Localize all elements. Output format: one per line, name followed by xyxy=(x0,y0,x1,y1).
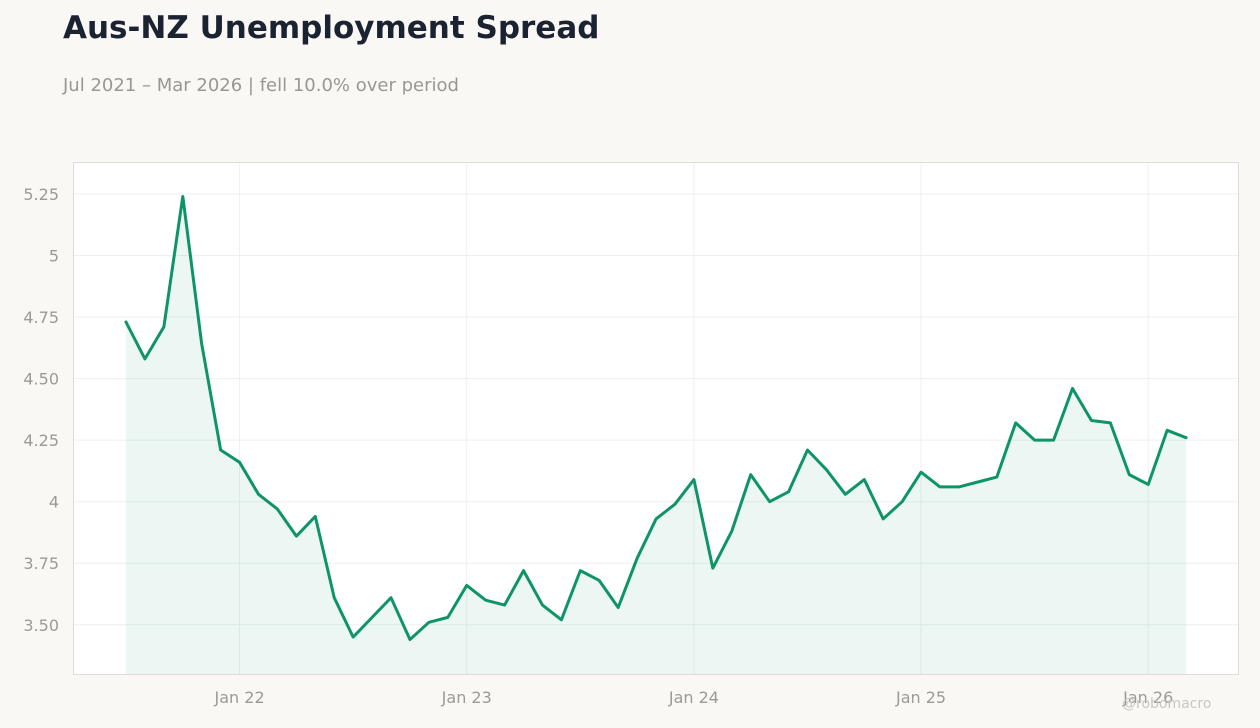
data-point xyxy=(825,468,828,471)
data-point xyxy=(882,517,885,520)
y-tick-label: 4.75 xyxy=(23,308,59,327)
data-point xyxy=(1014,421,1017,424)
data-point xyxy=(711,567,714,570)
data-point xyxy=(1090,419,1093,422)
data-point xyxy=(995,476,998,479)
data-point xyxy=(1147,483,1150,486)
data-point xyxy=(1033,439,1036,442)
data-point xyxy=(957,485,960,488)
data-point xyxy=(863,478,866,481)
data-point xyxy=(901,500,904,503)
data-point xyxy=(257,493,260,496)
plot-frame xyxy=(73,162,1239,675)
data-point xyxy=(560,618,563,621)
data-point xyxy=(749,473,752,476)
data-point xyxy=(371,616,374,619)
data-point xyxy=(938,485,941,488)
chart-subtitle: Jul 2021 – Mar 2026 | fell 10.0% over pe… xyxy=(63,75,459,96)
data-point xyxy=(295,535,298,538)
x-tick-label: Jan 25 xyxy=(895,688,946,707)
data-point xyxy=(920,471,923,474)
data-point xyxy=(1109,421,1112,424)
data-point xyxy=(446,616,449,619)
data-point xyxy=(1128,473,1131,476)
data-point xyxy=(314,515,317,518)
y-tick-label: 4.25 xyxy=(23,431,59,450)
data-point xyxy=(1185,436,1188,439)
data-point xyxy=(541,604,544,607)
data-point xyxy=(655,517,658,520)
data-point xyxy=(427,621,430,624)
data-point xyxy=(484,599,487,602)
data-point xyxy=(219,449,222,452)
data-point xyxy=(503,604,506,607)
watermark: @robomacro xyxy=(1122,696,1212,712)
series-line xyxy=(124,194,1188,642)
y-axis: 3.50 3.75 4 4.25 4.50 4.75 5 5.25 xyxy=(23,185,59,635)
data-point xyxy=(844,493,847,496)
data-point xyxy=(692,478,695,481)
data-point xyxy=(181,195,184,198)
data-point xyxy=(673,503,676,506)
data-point xyxy=(390,596,393,599)
x-tick-label: Jan 26 xyxy=(1122,688,1173,707)
grid-vertical xyxy=(239,163,1149,674)
data-point xyxy=(730,530,733,533)
y-tick-label: 3.75 xyxy=(23,554,59,573)
data-point xyxy=(125,321,128,324)
data-point xyxy=(976,481,979,484)
data-point xyxy=(768,500,771,503)
data-point xyxy=(522,569,525,572)
chart-title: Aus-NZ Unemployment Spread xyxy=(63,10,600,46)
x-tick-label: Jan 22 xyxy=(214,688,265,707)
y-tick-label: 5.25 xyxy=(23,185,59,204)
data-point xyxy=(200,343,203,346)
data-point xyxy=(465,584,468,587)
data-point xyxy=(333,596,336,599)
y-tick-label: 5 xyxy=(49,247,59,266)
data-point xyxy=(579,569,582,572)
data-point xyxy=(787,490,790,493)
data-point xyxy=(1166,429,1169,432)
data-point xyxy=(408,638,411,641)
data-point xyxy=(162,325,165,328)
x-tick-label: Jan 24 xyxy=(668,688,719,707)
data-point xyxy=(806,449,809,452)
y-tick-label: 3.50 xyxy=(23,616,59,635)
data-point xyxy=(352,636,355,639)
data-point xyxy=(143,357,146,360)
x-axis: Jan 22 Jan 23 Jan 24 Jan 25 Jan 26 xyxy=(214,688,1174,707)
y-tick-label: 4 xyxy=(49,493,59,512)
data-point xyxy=(636,557,639,560)
data-point xyxy=(238,461,241,464)
data-point xyxy=(598,579,601,582)
data-point xyxy=(617,606,620,609)
data-point xyxy=(276,508,279,511)
data-point xyxy=(1071,387,1074,390)
data-point xyxy=(1052,439,1055,442)
series-area xyxy=(126,196,1187,674)
x-tick-label: Jan 23 xyxy=(441,688,492,707)
y-tick-label: 4.50 xyxy=(23,370,59,389)
